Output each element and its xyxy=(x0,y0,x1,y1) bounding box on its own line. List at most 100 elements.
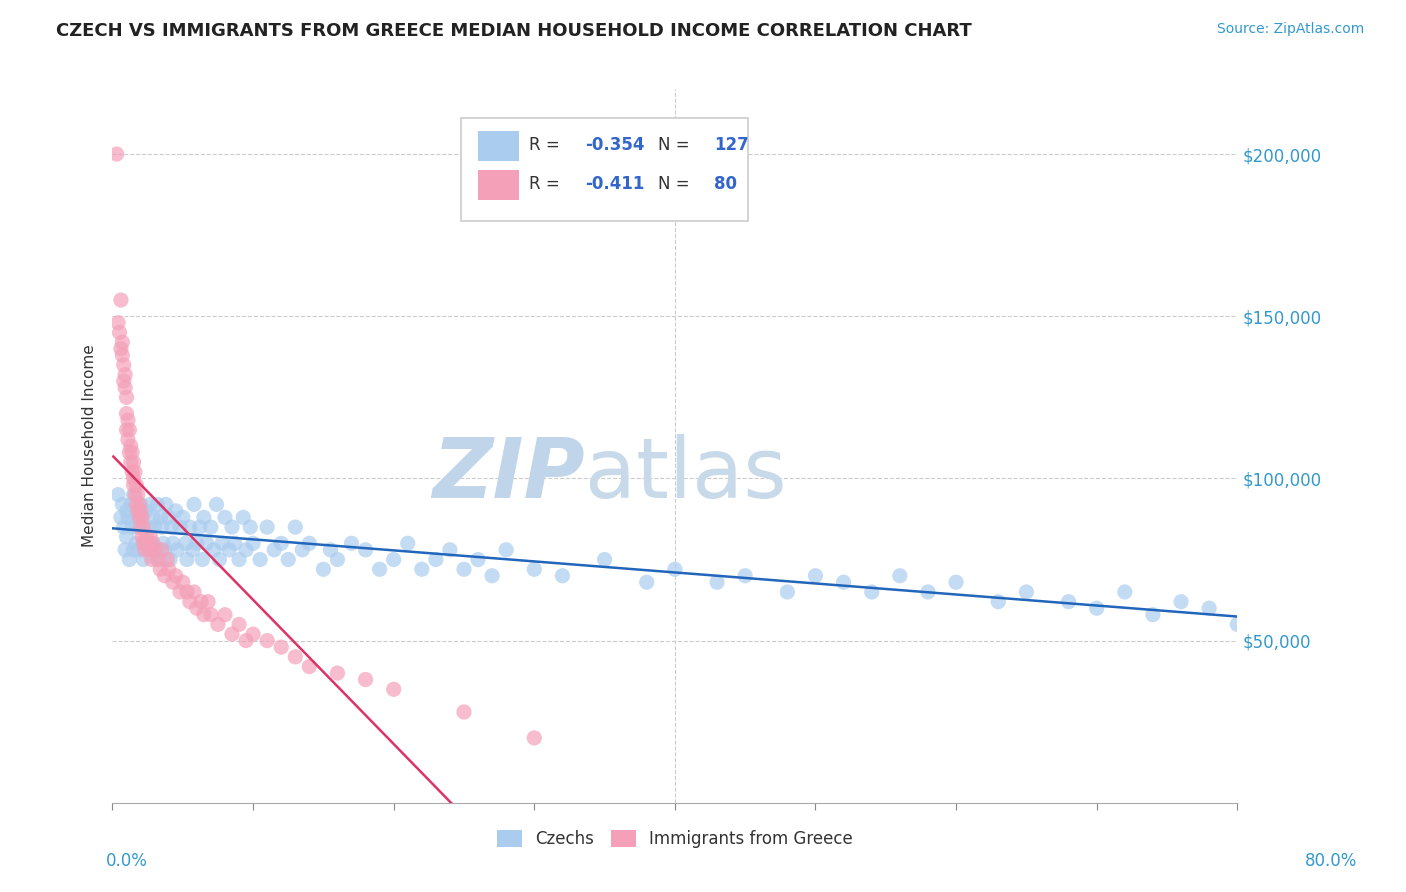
Point xyxy=(131,510,153,524)
Point xyxy=(207,617,229,632)
Text: 0.0%: 0.0% xyxy=(105,852,148,870)
Point xyxy=(129,520,152,534)
Point xyxy=(551,568,574,582)
Point xyxy=(129,497,152,511)
Point xyxy=(110,342,132,356)
Point xyxy=(270,640,292,654)
Point xyxy=(132,552,155,566)
Point xyxy=(183,497,205,511)
Point xyxy=(242,627,264,641)
Point xyxy=(132,536,155,550)
Point xyxy=(270,536,292,550)
Point xyxy=(111,335,134,350)
Point xyxy=(186,601,208,615)
Point xyxy=(165,504,187,518)
Point xyxy=(115,423,138,437)
Point xyxy=(340,536,363,550)
Point xyxy=(1015,585,1038,599)
Point xyxy=(256,520,278,534)
Point xyxy=(112,374,135,388)
Bar xyxy=(478,169,519,200)
Point xyxy=(149,510,172,524)
Point xyxy=(117,413,139,427)
Point xyxy=(135,530,157,544)
Point xyxy=(481,568,503,582)
Point xyxy=(298,659,321,673)
Point xyxy=(129,504,152,518)
Point xyxy=(160,520,183,534)
Point xyxy=(291,542,314,557)
Point xyxy=(169,520,191,534)
Point xyxy=(153,542,176,557)
Point xyxy=(211,536,233,550)
Point xyxy=(165,568,187,582)
Point xyxy=(117,510,139,524)
Text: CZECH VS IMMIGRANTS FROM GREECE MEDIAN HOUSEHOLD INCOME CORRELATION CHART: CZECH VS IMMIGRANTS FROM GREECE MEDIAN H… xyxy=(56,22,972,40)
Point xyxy=(125,536,148,550)
Point xyxy=(1142,607,1164,622)
Point xyxy=(734,568,756,582)
Point xyxy=(157,562,180,576)
Point xyxy=(277,552,299,566)
Point xyxy=(228,617,250,632)
Point xyxy=(453,562,475,576)
Point xyxy=(396,536,419,550)
Point xyxy=(319,542,342,557)
Point xyxy=(214,510,236,524)
Point xyxy=(162,536,184,550)
Point xyxy=(125,497,148,511)
Point xyxy=(127,488,149,502)
Point xyxy=(135,504,157,518)
Point xyxy=(202,542,225,557)
Point xyxy=(118,423,141,437)
Point xyxy=(239,520,262,534)
Point xyxy=(128,510,150,524)
Point xyxy=(108,326,131,340)
Point xyxy=(179,595,201,609)
Text: 127: 127 xyxy=(714,136,749,153)
Point xyxy=(124,465,146,479)
Point xyxy=(193,607,215,622)
Point xyxy=(122,542,145,557)
Point xyxy=(214,607,236,622)
Point xyxy=(987,595,1010,609)
Point xyxy=(111,348,134,362)
Point xyxy=(118,445,141,459)
Point xyxy=(945,575,967,590)
Point xyxy=(1114,585,1136,599)
Point xyxy=(228,552,250,566)
Point xyxy=(131,510,153,524)
Point xyxy=(111,497,134,511)
Point xyxy=(127,504,149,518)
Point xyxy=(1085,601,1108,615)
Point xyxy=(139,530,162,544)
Point xyxy=(110,510,132,524)
Point xyxy=(145,542,167,557)
Point xyxy=(221,520,243,534)
Point xyxy=(636,575,658,590)
Point xyxy=(179,520,201,534)
Point xyxy=(121,445,143,459)
Legend: Czechs, Immigrants from Greece: Czechs, Immigrants from Greece xyxy=(491,823,859,855)
Text: -0.411: -0.411 xyxy=(585,175,644,193)
Point xyxy=(136,536,159,550)
Point xyxy=(156,552,179,566)
Text: ZIP: ZIP xyxy=(432,434,585,515)
Point xyxy=(263,542,285,557)
Point xyxy=(197,595,219,609)
Point xyxy=(134,536,156,550)
Point xyxy=(120,439,142,453)
Point xyxy=(166,542,188,557)
Point xyxy=(453,705,475,719)
Point xyxy=(193,510,215,524)
Text: atlas: atlas xyxy=(585,434,786,515)
Point xyxy=(256,633,278,648)
Point xyxy=(1198,601,1220,615)
Point xyxy=(138,542,160,557)
Point xyxy=(200,607,222,622)
Point xyxy=(107,488,129,502)
Point xyxy=(150,520,173,534)
Point xyxy=(149,562,172,576)
Point xyxy=(832,575,855,590)
Point xyxy=(143,520,166,534)
